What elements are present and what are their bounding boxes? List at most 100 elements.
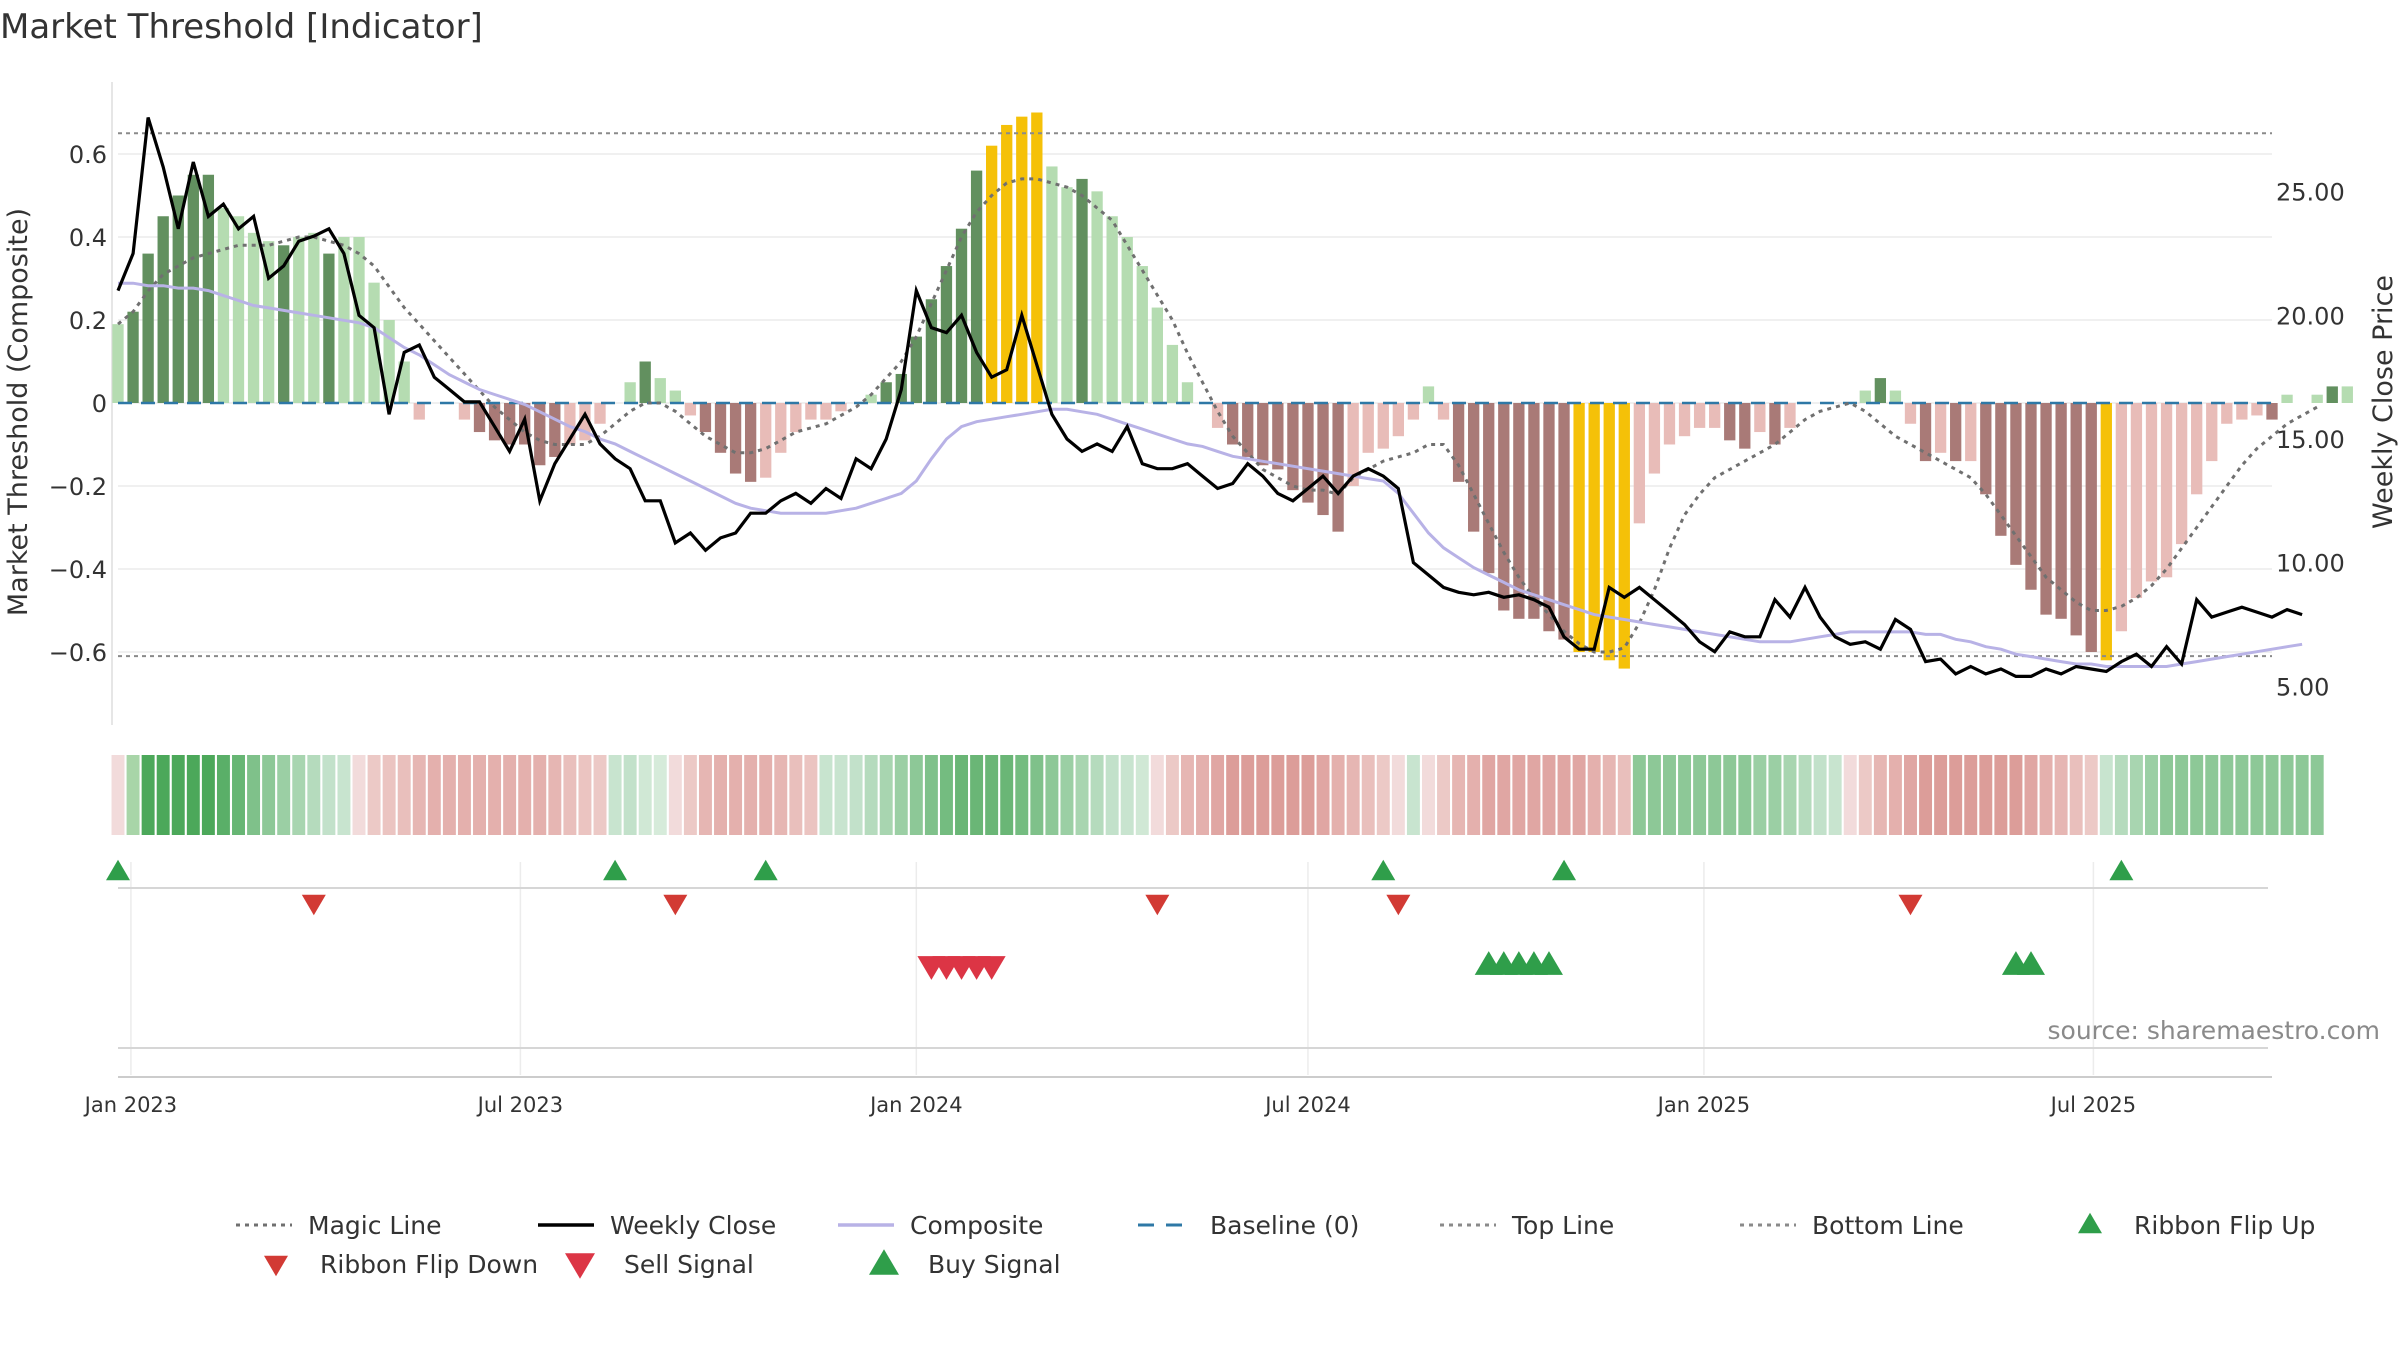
composite-bar bbox=[142, 253, 154, 403]
left-tick-label: 0.6 bbox=[69, 141, 107, 169]
ribbon-segment bbox=[864, 755, 878, 835]
ribbon-segment bbox=[1000, 755, 1014, 835]
legend-item: Composite bbox=[838, 1211, 1043, 1240]
ribbon-segment bbox=[2160, 755, 2174, 835]
ribbon-segment bbox=[141, 755, 155, 835]
ribbon-segment bbox=[1060, 755, 1074, 835]
composite-bar bbox=[624, 382, 636, 403]
right-tick-label: 5.00 bbox=[2276, 673, 2329, 701]
x-tick-label: Jul 2023 bbox=[476, 1093, 563, 1117]
composite-bar bbox=[1452, 403, 1465, 482]
composite-bar bbox=[278, 245, 290, 403]
ribbon-segment bbox=[247, 755, 261, 835]
composite-bar bbox=[398, 361, 410, 403]
ribbon-segment bbox=[277, 755, 291, 835]
legend-item: Baseline (0) bbox=[1138, 1211, 1359, 1240]
ribbon-segment bbox=[1226, 755, 1240, 835]
trend-ribbon bbox=[111, 755, 2324, 835]
composite-bar bbox=[1136, 266, 1148, 403]
composite-bar bbox=[1543, 403, 1555, 632]
ribbon-segment bbox=[744, 755, 758, 835]
ribbon-segment bbox=[563, 755, 577, 835]
ribbon-segment bbox=[1271, 755, 1285, 835]
composite-bar bbox=[368, 282, 380, 403]
right-tick-label: 10.00 bbox=[2276, 550, 2345, 578]
ribbon-segment bbox=[1361, 755, 1375, 835]
ribbon-segment bbox=[2205, 755, 2219, 835]
composite-bar bbox=[865, 394, 877, 403]
ribbon-segment bbox=[473, 755, 486, 835]
ribbon-segment bbox=[2099, 755, 2113, 835]
composite-bar bbox=[1709, 403, 1721, 428]
composite-bar bbox=[790, 403, 802, 433]
buy-signal-marker bbox=[2016, 951, 2045, 975]
ribbon-segment bbox=[1964, 755, 1978, 835]
legend-swatch bbox=[2078, 1212, 2102, 1234]
composite-bar bbox=[1648, 403, 1661, 474]
composite-bar bbox=[1287, 403, 1299, 491]
composite-bar bbox=[1904, 403, 1917, 424]
composite-bar bbox=[564, 403, 576, 445]
composite-bar bbox=[2055, 403, 2067, 619]
composite-bar bbox=[112, 324, 124, 403]
composite-bar bbox=[760, 403, 772, 478]
composite-bar bbox=[1724, 403, 1736, 441]
ribbon-segment bbox=[1949, 755, 1963, 835]
ribbon-segment bbox=[503, 755, 517, 835]
composite-bar bbox=[970, 170, 983, 403]
right-tick-label: 20.00 bbox=[2276, 302, 2345, 330]
ribbon-segment bbox=[1165, 755, 1179, 835]
composite-bar bbox=[1001, 124, 1013, 403]
ribbon-segment bbox=[2220, 755, 2234, 835]
composite-bar bbox=[2070, 403, 2082, 636]
composite-bars bbox=[112, 112, 2353, 669]
ribbon-segment bbox=[2250, 755, 2264, 835]
ribbon-flip-down-marker bbox=[663, 894, 688, 916]
ribbon-segment bbox=[1798, 755, 1812, 835]
composite-bar bbox=[1618, 403, 1630, 669]
composite-bar bbox=[308, 232, 320, 403]
composite-bar bbox=[503, 403, 516, 445]
left-tick-label: 0.4 bbox=[69, 224, 107, 252]
composite-bar bbox=[2175, 403, 2188, 545]
ribbon-segment bbox=[804, 755, 818, 835]
ribbon-segment bbox=[909, 755, 923, 835]
legend-item: Weekly Close bbox=[538, 1211, 776, 1240]
composite-bar bbox=[323, 253, 335, 403]
composite-bar bbox=[1437, 403, 1450, 420]
ribbon-segment bbox=[1632, 755, 1646, 835]
composite-bar bbox=[2115, 403, 2128, 632]
ribbon-segment bbox=[1135, 755, 1149, 835]
ribbon-segment bbox=[382, 755, 396, 835]
composite-bar bbox=[458, 403, 471, 420]
composite-bar bbox=[986, 145, 998, 403]
composite-bar bbox=[925, 299, 938, 403]
ribbon-segment bbox=[1858, 755, 1872, 835]
composite-bar bbox=[1061, 187, 1073, 403]
ribbon-segment bbox=[683, 755, 697, 835]
ribbon-segment bbox=[2310, 755, 2324, 835]
ribbon-segment bbox=[1346, 755, 1360, 835]
legend-label: Top Line bbox=[1511, 1211, 1614, 1240]
ribbon-segment bbox=[789, 755, 803, 835]
ribbon-segment bbox=[653, 755, 667, 835]
composite-bar bbox=[1227, 403, 1239, 445]
composite-bar bbox=[1392, 403, 1404, 437]
ribbon-segment bbox=[1647, 755, 1661, 835]
ribbon-segment bbox=[1075, 755, 1089, 835]
composite-bar bbox=[699, 403, 712, 433]
composite-bar bbox=[2281, 394, 2293, 403]
composite-bar bbox=[1031, 112, 1043, 403]
composite-bar bbox=[639, 361, 651, 403]
legend-item: Sell Signal bbox=[565, 1250, 754, 1279]
legend: Magic Line Weekly Close Composite Baseline … bbox=[236, 1211, 2315, 1279]
ribbon-segment bbox=[488, 755, 502, 835]
ribbon-segment bbox=[924, 755, 938, 835]
legend-swatch bbox=[869, 1249, 899, 1275]
ribbon-segment bbox=[1452, 755, 1466, 835]
composite-bar bbox=[1121, 237, 1133, 403]
ribbon-segment bbox=[1105, 755, 1119, 835]
x-tick-label: Jan 2023 bbox=[83, 1093, 178, 1117]
composite-bar bbox=[1166, 344, 1179, 403]
